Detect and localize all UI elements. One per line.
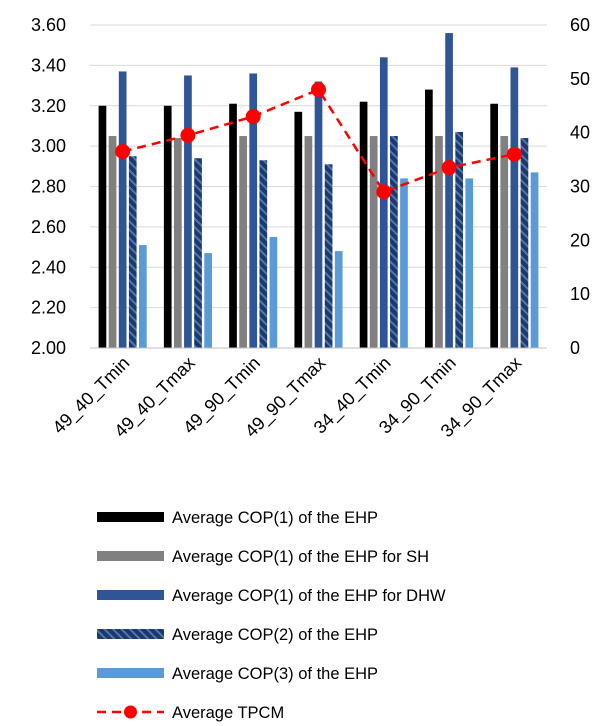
y-left-tick-label: 3.60 bbox=[31, 15, 66, 35]
bar bbox=[425, 89, 433, 348]
legend-swatch bbox=[97, 629, 164, 639]
legend-label: Average COP(1) of the EHP for DHW bbox=[172, 587, 446, 605]
tpcm-point bbox=[180, 127, 196, 143]
bar bbox=[184, 75, 192, 348]
bar bbox=[304, 136, 313, 348]
bar bbox=[163, 105, 172, 348]
y-left-tick-label: 2.20 bbox=[31, 298, 66, 318]
bar bbox=[314, 81, 323, 349]
tpcm-point bbox=[506, 146, 522, 162]
bar bbox=[334, 251, 343, 348]
y-right-tick-label: 40 bbox=[570, 123, 590, 143]
y-right-tick-label: 0 bbox=[570, 338, 580, 358]
bar bbox=[390, 136, 398, 348]
bar bbox=[490, 103, 499, 348]
bar bbox=[269, 236, 278, 348]
y-right-tick-label: 20 bbox=[570, 230, 590, 250]
y-left-tick-label: 2.80 bbox=[31, 177, 66, 197]
bar bbox=[369, 136, 378, 348]
bar bbox=[520, 138, 529, 348]
bar bbox=[259, 160, 268, 348]
bar bbox=[249, 73, 258, 348]
bar bbox=[173, 138, 182, 348]
tpcm-point bbox=[311, 82, 326, 98]
bar bbox=[510, 67, 519, 349]
bar-group bbox=[98, 33, 539, 349]
legend-swatch bbox=[97, 551, 164, 561]
bar bbox=[455, 131, 464, 348]
tpcm-point bbox=[115, 144, 131, 160]
y-right-tick-label: 30 bbox=[570, 177, 590, 197]
y-right-tick-label: 50 bbox=[570, 69, 590, 89]
y-left-tick-label: 3.40 bbox=[31, 55, 66, 75]
legend-swatch bbox=[97, 590, 164, 600]
bar bbox=[530, 172, 539, 348]
bar bbox=[324, 164, 333, 348]
bar bbox=[128, 156, 137, 348]
y-left-tick-label: 2.40 bbox=[31, 257, 66, 277]
bar bbox=[400, 178, 408, 348]
legend-swatch bbox=[97, 668, 164, 678]
bar bbox=[379, 57, 388, 349]
legend-marker bbox=[124, 705, 137, 719]
bar bbox=[98, 105, 107, 348]
y-right-tick-label: 10 bbox=[570, 284, 590, 304]
bar bbox=[445, 33, 453, 348]
legend-label: Average COP(2) of the EHP bbox=[172, 626, 378, 644]
bar bbox=[108, 136, 117, 348]
bar bbox=[194, 158, 202, 348]
y-right-tick-label: 60 bbox=[570, 15, 590, 35]
tpcm-point bbox=[376, 184, 392, 200]
bar bbox=[204, 253, 212, 348]
legend: Average COP(1) of the EHP Average COP(1) … bbox=[97, 509, 446, 722]
bar bbox=[435, 136, 443, 348]
tpcm-point bbox=[245, 109, 261, 125]
legend-label: Average COP(1) of the EHP for SH bbox=[172, 548, 429, 566]
y-left-tick-label: 2.00 bbox=[31, 338, 66, 358]
bar bbox=[138, 245, 147, 348]
legend-label: Average COP(3) of the EHP bbox=[172, 665, 378, 683]
bar bbox=[500, 136, 509, 348]
bar bbox=[239, 136, 247, 348]
bar bbox=[118, 71, 127, 349]
bar bbox=[359, 101, 368, 349]
tpcm-line bbox=[115, 82, 522, 200]
bar bbox=[465, 178, 474, 348]
bar bbox=[294, 111, 303, 349]
y-left-tick-label: 3.00 bbox=[31, 136, 66, 156]
tpcm-point bbox=[441, 160, 457, 176]
legend-label: Average COP(1) of the EHP bbox=[172, 509, 378, 527]
y-left-tick-label: 2.60 bbox=[31, 217, 66, 237]
legend-label: Average TPCM bbox=[172, 704, 284, 722]
legend-swatch bbox=[97, 512, 164, 522]
y-left-tick-label: 3.20 bbox=[31, 96, 66, 116]
bar bbox=[229, 103, 237, 348]
